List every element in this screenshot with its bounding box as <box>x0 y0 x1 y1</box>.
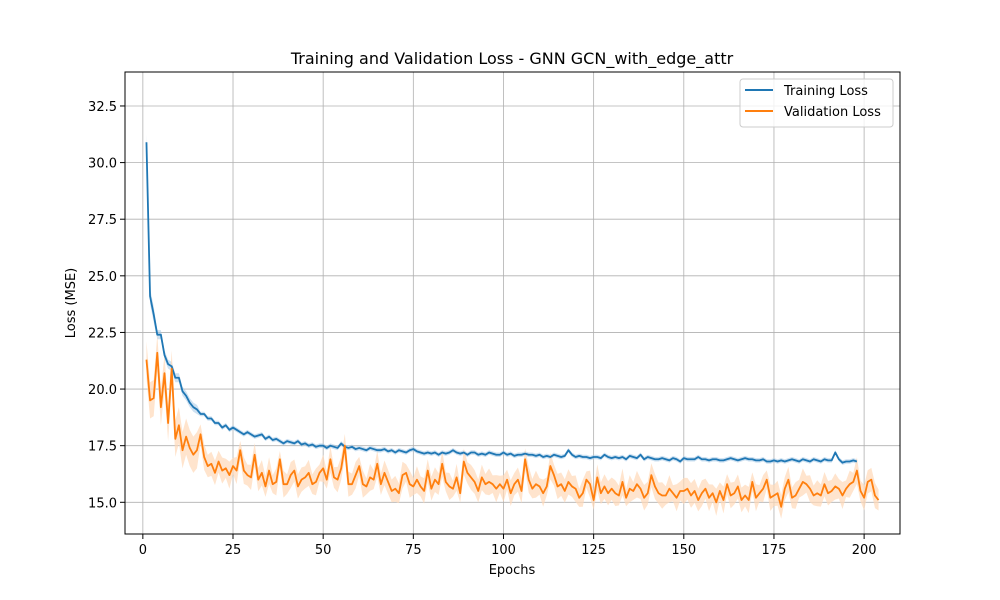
x-tick-label: 125 <box>581 543 606 558</box>
x-tick-label: 75 <box>405 543 422 558</box>
y-tick-label: 20.0 <box>88 383 117 398</box>
validation-loss-line <box>145 351 880 508</box>
y-tick-label: 30.0 <box>88 157 117 172</box>
x-tick-label: 25 <box>225 543 242 558</box>
x-axis-ticks: 0 25 50 75 100 125 150 175 200 <box>139 534 877 558</box>
x-tick-label: 150 <box>671 543 696 558</box>
y-tick-label: 17.5 <box>88 440 117 455</box>
y-tick-label: 22.5 <box>88 326 117 341</box>
x-tick-label: 50 <box>315 543 332 558</box>
training-loss-line <box>145 142 858 464</box>
legend-box <box>739 78 894 128</box>
x-axis-label: Epochs <box>489 563 536 578</box>
y-tick-label: 27.5 <box>88 213 117 228</box>
confidence-bands <box>146 134 879 519</box>
chart-title: Training and Validation Loss - GNN GCN_w… <box>290 49 734 69</box>
x-tick-label: 175 <box>762 543 787 558</box>
plot-area-frame <box>124 71 901 535</box>
y-tick-label: 32.5 <box>88 100 117 115</box>
legend-label-training: Training Loss <box>783 84 868 99</box>
y-axis-ticks: 15.0 17.5 20.0 22.5 25.0 27.5 30.0 32.5 <box>88 100 125 511</box>
y-axis-label: Loss (MSE) <box>64 268 79 338</box>
x-tick-label: 0 <box>139 543 147 558</box>
x-tick-label: 100 <box>491 543 516 558</box>
y-tick-label: 15.0 <box>88 496 117 511</box>
x-tick-label: 200 <box>852 543 877 558</box>
legend-label-validation: Validation Loss <box>784 105 881 120</box>
validation-loss-band <box>146 334 879 519</box>
legend: Training Loss Validation Loss <box>739 78 894 128</box>
y-tick-label: 25.0 <box>88 270 117 285</box>
series-lines <box>145 142 880 508</box>
